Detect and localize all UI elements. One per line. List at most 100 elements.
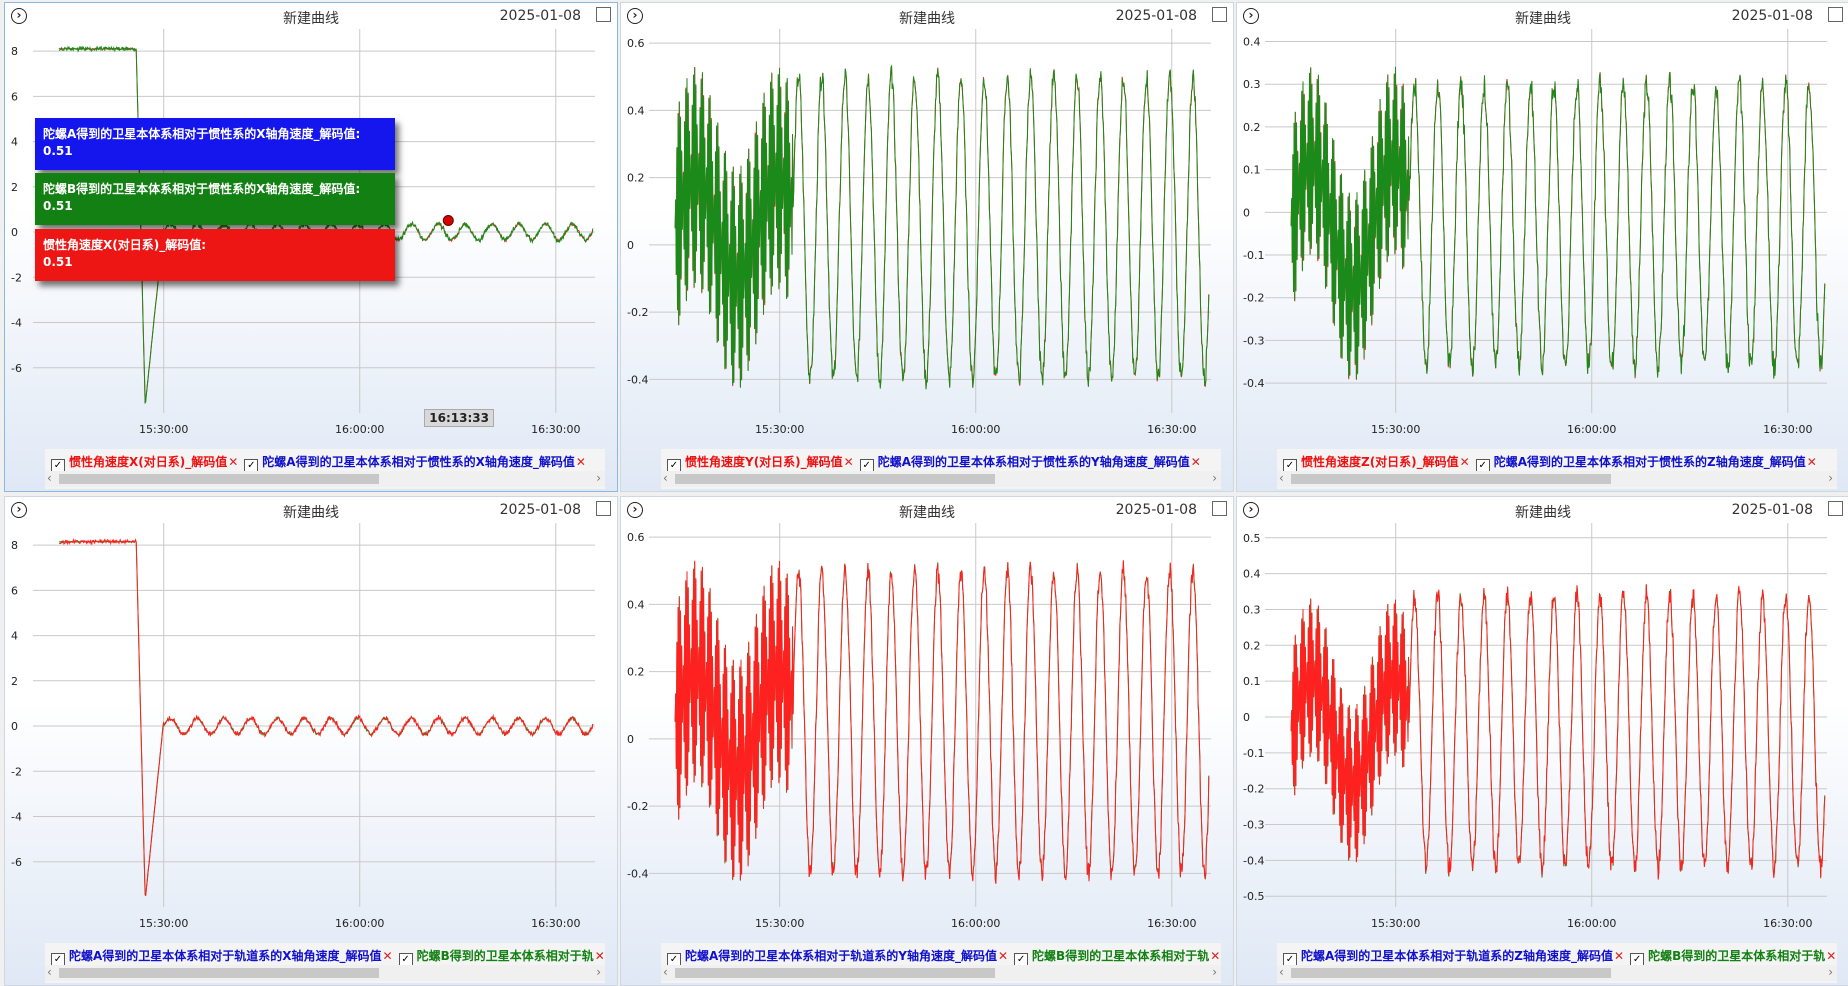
legend-label: 陀螺B得到的卫星本体系相对于轨 (1648, 949, 1826, 963)
scroll-thumb[interactable] (59, 474, 379, 484)
chart-panel[interactable]: › 新建曲线 2025-01-08 0.6 0.4 0.2 0 -0.2 -0.4 15:3… (620, 2, 1234, 492)
remove-series-icon[interactable]: ✕ (843, 455, 854, 469)
legend-label: 惯性角速度Y(对日系)_解码值 (685, 455, 843, 469)
scroll-thumb[interactable] (1291, 474, 1611, 484)
remove-series-icon[interactable]: ✕ (1826, 949, 1837, 963)
panel-select-checkbox[interactable] (1828, 7, 1843, 22)
legend-item[interactable]: ✓ 惯性角速度Z(对日系)_解码值✕ (1283, 453, 1470, 473)
expand-icon[interactable]: › (11, 8, 27, 24)
tooltip-label: 陀螺B得到的卫星本体系相对于惯性系的X轴角速度_解码值: (43, 182, 361, 196)
legend-scrollbar[interactable]: ‹ › (45, 471, 605, 487)
expand-icon[interactable]: › (11, 502, 27, 518)
legend-bar: ✓ 陀螺A得到的卫星本体系相对于轨道系的X轴角速度_解码值✕ ✓ 陀螺B得到的卫星本… (45, 943, 605, 983)
scroll-right-icon[interactable]: › (1828, 471, 1833, 485)
series-line-front (1290, 584, 1826, 880)
y-tick-label: 4 (11, 136, 18, 149)
expand-icon[interactable]: › (1243, 8, 1259, 24)
legend-row: ✓ 惯性角速度Z(对日系)_解码值✕ ✓ 陀螺A得到的卫星本体系相对于惯性系的Z轴角… (1283, 453, 1823, 473)
legend-scrollbar[interactable]: ‹ › (661, 471, 1221, 487)
series-line-front (59, 538, 594, 897)
x-tick-label: 16:30:00 (531, 917, 580, 930)
legend-row: ✓ 陀螺A得到的卫星本体系相对于轨道系的X轴角速度_解码值✕ ✓ 陀螺B得到的卫星本… (51, 947, 611, 967)
legend-checkbox[interactable]: ✓ (1283, 953, 1297, 967)
remove-series-icon[interactable]: ✕ (1614, 949, 1625, 963)
legend-item[interactable]: ✓ 陀螺A得到的卫星本体系相对于轨道系的Y轴角速度_解码值✕ (667, 947, 1008, 967)
cursor-marker[interactable] (442, 215, 454, 227)
legend-item[interactable]: ✓ 陀螺B得到的卫星本体系相对于轨✕ (1630, 947, 1836, 967)
legend-bar: ✓ 惯性角速度X(对日系)_解码值✕ ✓ 陀螺A得到的卫星本体系相对于惯性系的X轴角… (45, 449, 605, 489)
scroll-right-icon[interactable]: › (596, 471, 601, 485)
scroll-thumb[interactable] (1291, 968, 1611, 978)
chart-panel[interactable]: › 新建曲线 2025-01-08 0.5 0.4 0.3 0.2 0.1 0 -0.1 -0… (1236, 496, 1848, 986)
legend-item[interactable]: ✓ 陀螺B得到的卫星本体系相对于轨✕ (1014, 947, 1220, 967)
legend-item[interactable]: ✓ 陀螺A得到的卫星本体系相对于轨道系的X轴角速度_解码值✕ (51, 947, 393, 967)
scroll-thumb[interactable] (675, 474, 995, 484)
remove-series-icon[interactable]: ✕ (228, 455, 239, 469)
panel-select-checkbox[interactable] (596, 501, 611, 516)
legend-item[interactable]: ✓ 陀螺A得到的卫星本体系相对于轨道系的Z轴角速度_解码值✕ (1283, 947, 1624, 967)
scroll-left-icon[interactable]: ‹ (47, 965, 52, 979)
scroll-left-icon[interactable]: ‹ (1279, 471, 1284, 485)
x-tick-label: 16:00:00 (335, 423, 384, 436)
remove-series-icon[interactable]: ✕ (1190, 455, 1201, 469)
legend-item[interactable]: ✓ 陀螺A得到的卫星本体系相对于惯性系的Z轴角速度_解码值✕ (1475, 453, 1817, 473)
y-tick-label: -0.1 (1243, 747, 1264, 760)
series-line-front (674, 560, 1210, 884)
remove-series-icon[interactable]: ✕ (575, 455, 586, 469)
x-tick-label: 16:30:00 (1147, 423, 1196, 436)
remove-series-icon[interactable]: ✕ (382, 949, 393, 963)
panel-select-checkbox[interactable] (1212, 7, 1227, 22)
remove-series-icon[interactable]: ✕ (1459, 455, 1470, 469)
legend-scrollbar[interactable]: ‹ › (45, 965, 605, 981)
legend-item[interactable]: ✓ 陀螺A得到的卫星本体系相对于惯性系的Y轴角速度_解码值✕ (859, 453, 1201, 473)
y-tick-label: 6 (11, 584, 18, 597)
legend-item[interactable]: ✓ 惯性角速度X(对日系)_解码值✕ (51, 453, 238, 473)
panel-select-checkbox[interactable] (596, 7, 611, 22)
legend-checkbox[interactable]: ✓ (51, 459, 65, 473)
series-line-back (58, 47, 594, 404)
legend-item[interactable]: ✓ 惯性角速度Y(对日系)_解码值✕ (667, 453, 854, 473)
remove-series-icon[interactable]: ✕ (1210, 949, 1221, 963)
y-tick-label: 8 (11, 539, 18, 552)
y-tick-label: -0.3 (1243, 334, 1264, 347)
scroll-thumb[interactable] (59, 968, 379, 978)
legend-item[interactable]: ✓ 陀螺A得到的卫星本体系相对于惯性系的X轴角速度_解码值✕ (244, 453, 586, 473)
y-tick-label: -2 (11, 765, 22, 778)
panel-select-checkbox[interactable] (1212, 501, 1227, 516)
panel-select-checkbox[interactable] (1828, 501, 1843, 516)
legend-scrollbar[interactable]: ‹ › (1277, 965, 1837, 981)
chart-panel[interactable]: › 新建曲线 2025-01-08 8 6 4 2 0 -2 -4 -6 15:30:00 16:… (4, 496, 618, 986)
scroll-right-icon[interactable]: › (1828, 965, 1833, 979)
legend-row: ✓ 陀螺A得到的卫星本体系相对于轨道系的Z轴角速度_解码值✕ ✓ 陀螺B得到的卫星本… (1283, 947, 1842, 967)
scroll-left-icon[interactable]: ‹ (1279, 965, 1284, 979)
legend-scrollbar[interactable]: ‹ › (661, 965, 1221, 981)
remove-series-icon[interactable]: ✕ (594, 949, 605, 963)
y-tick-label: 2 (11, 675, 18, 688)
expand-icon[interactable]: › (1243, 502, 1259, 518)
legend-checkbox[interactable]: ✓ (667, 953, 681, 967)
scroll-right-icon[interactable]: › (596, 965, 601, 979)
legend-item[interactable]: ✓ 陀螺B得到的卫星本体系相对于轨✕ (398, 947, 605, 967)
chart-panel[interactable]: › 新建曲线 2025-01-08 0.6 0.4 0.2 0 -0.2 -0.4 15:3… (620, 496, 1234, 986)
expand-icon[interactable]: › (627, 8, 643, 24)
scroll-right-icon[interactable]: › (1212, 965, 1217, 979)
legend-checkbox[interactable]: ✓ (244, 459, 259, 473)
chart-panel[interactable]: › 新建曲线 2025-01-08 0.4 0.3 0.2 0.1 0 -0.1 -0.2 -… (1236, 2, 1848, 492)
scroll-right-icon[interactable]: › (1212, 471, 1217, 485)
expand-icon[interactable]: › (627, 502, 643, 518)
y-tick-label: -0.2 (1243, 292, 1264, 305)
remove-series-icon[interactable]: ✕ (997, 949, 1009, 963)
x-tick-label: 16:00:00 (1567, 423, 1616, 436)
y-tick-label: -2 (11, 271, 22, 284)
remove-series-icon[interactable]: ✕ (1806, 455, 1817, 469)
series-line-back (58, 540, 594, 896)
y-tick-label: 0.4 (1243, 568, 1261, 581)
panel-header: › 新建曲线 2025-01-08 (1237, 3, 1848, 31)
scroll-left-icon[interactable]: ‹ (47, 471, 52, 485)
scroll-left-icon[interactable]: ‹ (663, 965, 668, 979)
panel-date: 2025-01-08 (1731, 8, 1813, 24)
legend-scrollbar[interactable]: ‹ › (1277, 471, 1837, 487)
chart-panel[interactable]: › 新建曲线 2025-01-08 8 6 4 2 0 -2 -4 -6 15:30:00 16:… (4, 2, 618, 492)
scroll-left-icon[interactable]: ‹ (663, 471, 668, 485)
scroll-thumb[interactable] (675, 968, 995, 978)
